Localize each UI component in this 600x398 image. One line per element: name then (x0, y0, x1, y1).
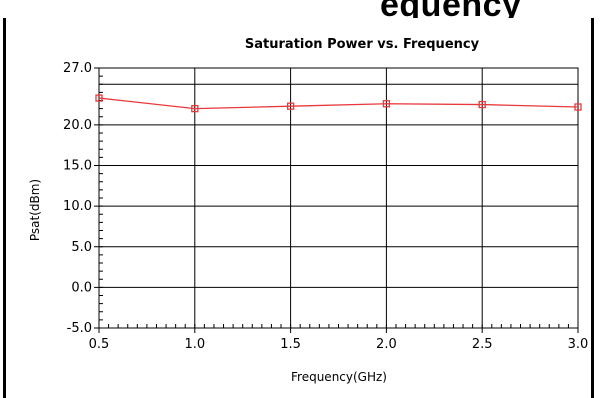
x-tick-label: 1.5 (280, 337, 301, 352)
x-tick-label: 0.5 (89, 337, 110, 352)
series-line (98, 97, 579, 110)
x-tick-label: 2.5 (472, 337, 493, 352)
y-tick-label: -5.0 (67, 321, 92, 336)
data-point (95, 94, 103, 102)
data-point (382, 100, 391, 108)
data-point (478, 100, 486, 109)
plot-background (99, 68, 578, 328)
data-point (286, 102, 295, 110)
y-tick-label: 10.0 (63, 199, 92, 214)
y-tick-label: 5.0 (71, 240, 92, 255)
chart-frame: Saturation Power vs. Frequency -5.0 0.0 5.… (3, 18, 594, 398)
y-tick-label: 20.0 (63, 118, 92, 133)
y-tick-label: 0.0 (71, 280, 92, 295)
x-tick-label: 1.0 (184, 337, 205, 352)
x-tick-label: 3.0 (568, 337, 589, 352)
y-tick-label: 15.0 (63, 159, 92, 174)
plot-area: -5.0 0.0 5.0 10.0 15.0 20.0 27.0 0.5 1.0 1.5 2.0 2.… (63, 61, 588, 352)
plot-border (98, 67, 579, 329)
y-axis-label: Psat(dBm) (28, 179, 42, 241)
y-tick-label: 27.0 (63, 61, 92, 76)
data-point (574, 103, 582, 111)
x-tick-label: 2.0 (376, 337, 397, 352)
chart-title: Saturation Power vs. Frequency (245, 37, 480, 52)
chart-svg: Saturation Power vs. Frequency -5.0 0.0 5.… (28, 37, 588, 384)
x-axis-label: Frequency(GHz) (291, 370, 387, 384)
data-point (191, 104, 199, 113)
